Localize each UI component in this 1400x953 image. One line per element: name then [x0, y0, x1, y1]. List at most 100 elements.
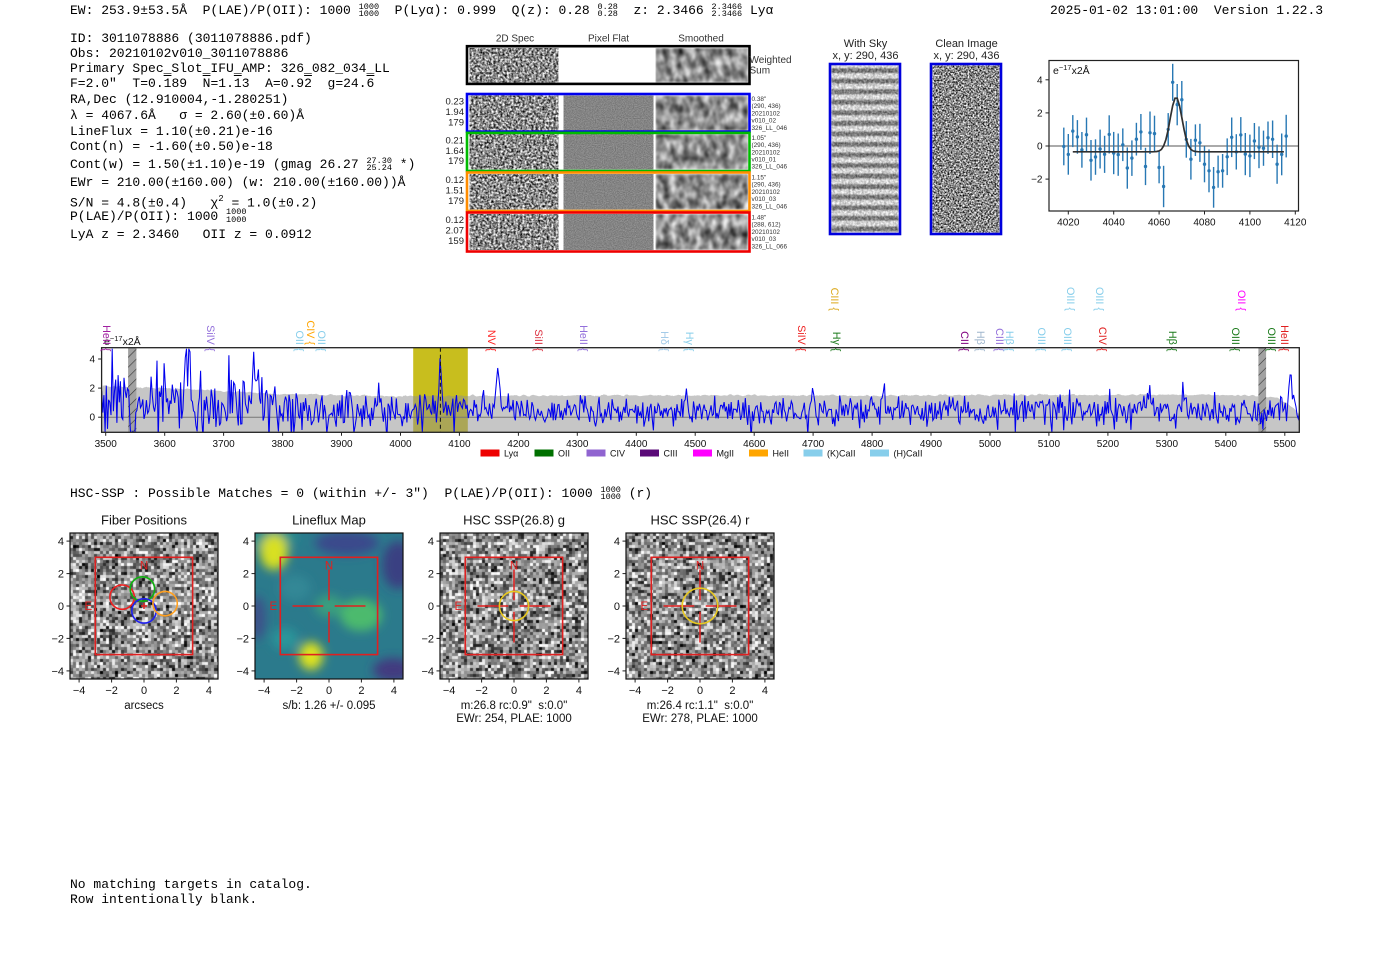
svg-text:2D Spec: 2D Spec: [496, 34, 534, 45]
svg-text:0: 0: [141, 685, 147, 697]
svg-text:N: N: [325, 560, 333, 572]
svg-text:−2: −2: [290, 685, 303, 697]
svg-text:(K)CaII: (K)CaII: [827, 449, 856, 459]
svg-text:4: 4: [762, 685, 768, 697]
svg-text:HeII {: HeII {: [577, 325, 589, 352]
svg-text:Clean Image: Clean Image: [935, 38, 997, 50]
svg-text:−2: −2: [1031, 175, 1043, 186]
svg-text:179: 179: [448, 196, 464, 207]
svg-text:−4: −4: [443, 685, 456, 697]
svg-text:Hβ {: Hβ {: [974, 331, 986, 352]
svg-text:4500: 4500: [684, 439, 707, 450]
svg-text:2: 2: [173, 685, 179, 697]
svg-text:−2: −2: [51, 633, 64, 645]
svg-text:CIII {: CIII {: [993, 328, 1005, 352]
svg-text:4: 4: [1037, 75, 1043, 86]
svg-text:0: 0: [326, 685, 332, 697]
svg-text:4700: 4700: [802, 439, 825, 450]
svg-text:20210102: 20210102: [752, 229, 781, 236]
svg-text:CIV: CIV: [610, 449, 625, 459]
svg-text:Hδ {: Hδ {: [658, 331, 670, 352]
svg-text:2: 2: [58, 569, 64, 581]
svg-text:179: 179: [448, 117, 464, 128]
svg-text:4: 4: [428, 536, 434, 548]
svg-text:2: 2: [614, 569, 620, 581]
svg-text:(290, 436): (290, 436): [752, 182, 781, 189]
svg-text:HeII {: HeII {: [1278, 325, 1290, 352]
svg-text:4800: 4800: [861, 439, 884, 450]
svg-text:v010_03: v010_03: [752, 236, 777, 243]
svg-text:3700: 3700: [212, 439, 235, 450]
svg-text:2.07: 2.07: [446, 225, 465, 236]
svg-text:Fiber Positions: Fiber Positions: [101, 513, 187, 528]
svg-text:4: 4: [576, 685, 582, 697]
svg-text:2: 2: [428, 569, 434, 581]
svg-text:5200: 5200: [1097, 439, 1120, 450]
svg-text:OII {: OII {: [315, 330, 327, 351]
svg-text:0.23: 0.23: [446, 97, 465, 108]
svg-text:N: N: [696, 560, 704, 572]
svg-text:Hγ {: Hγ {: [683, 332, 695, 352]
svg-text:1.05": 1.05": [752, 135, 767, 142]
svg-text:−2: −2: [475, 685, 488, 697]
svg-text:HeII: HeII: [773, 449, 790, 459]
svg-text:−2: −2: [236, 633, 249, 645]
svg-text:E: E: [269, 601, 277, 613]
svg-text:Sum: Sum: [750, 66, 771, 77]
svg-text:Hβ {: Hβ {: [1003, 331, 1015, 352]
svg-text:m:26.4 rc:1.1" s:0.0": m:26.4 rc:1.1" s:0.0": [647, 700, 754, 712]
svg-text:MgII: MgII: [717, 449, 735, 459]
svg-text:v010_02: v010_02: [752, 118, 777, 125]
svg-text:Lyα: Lyα: [504, 449, 518, 459]
svg-text:E: E: [640, 601, 648, 613]
svg-text:1.51: 1.51: [446, 185, 465, 196]
svg-text:4120: 4120: [1284, 218, 1307, 229]
svg-text:3600: 3600: [154, 439, 177, 450]
svg-text:4000: 4000: [389, 439, 412, 450]
svg-text:0.12: 0.12: [446, 175, 465, 186]
svg-text:s/b: 1.26 +/- 0.095: s/b: 1.26 +/- 0.095: [282, 700, 375, 712]
svg-text:EWr: 278, PLAE: 1000: EWr: 278, PLAE: 1000: [642, 713, 758, 725]
svg-text:HSC SSP(26.8) g: HSC SSP(26.8) g: [463, 513, 565, 528]
svg-text:0: 0: [243, 601, 249, 613]
svg-text:(290, 436): (290, 436): [752, 103, 781, 110]
svg-text:−4: −4: [51, 666, 64, 678]
svg-text:E: E: [454, 601, 462, 613]
svg-text:−2: −2: [607, 633, 620, 645]
svg-text:OIII {: OIII {: [1093, 287, 1105, 311]
svg-text:−2: −2: [661, 685, 674, 697]
svg-text:179: 179: [448, 156, 464, 167]
svg-text:0.12: 0.12: [446, 215, 465, 226]
svg-text:0: 0: [511, 685, 517, 697]
svg-text:4080: 4080: [1193, 218, 1216, 229]
svg-text:4100: 4100: [1239, 218, 1262, 229]
svg-text:4: 4: [90, 355, 96, 366]
svg-text:20210102: 20210102: [752, 149, 781, 156]
svg-text:326_LL_046: 326_LL_046: [752, 203, 788, 210]
svg-text:1.48": 1.48": [752, 215, 767, 222]
svg-text:v010_01: v010_01: [752, 157, 777, 164]
svg-text:N: N: [140, 560, 148, 572]
svg-text:OIII {: OIII {: [1229, 327, 1241, 351]
svg-text:5100: 5100: [1038, 439, 1061, 450]
svg-text:Smoothed: Smoothed: [678, 34, 724, 45]
svg-text:4: 4: [391, 685, 397, 697]
svg-text:OII {: OII {: [1235, 290, 1247, 311]
svg-text:OIII {: OIII {: [1061, 327, 1073, 351]
svg-text:3900: 3900: [330, 439, 353, 450]
svg-text:0.21: 0.21: [446, 135, 465, 146]
svg-text:−4: −4: [236, 666, 249, 678]
svg-text:5500: 5500: [1274, 439, 1297, 450]
svg-text:4060: 4060: [1148, 218, 1171, 229]
svg-text:326_LL_046: 326_LL_046: [752, 125, 788, 132]
svg-text:3500: 3500: [95, 439, 118, 450]
svg-text:0: 0: [90, 413, 96, 424]
svg-text:4: 4: [206, 685, 212, 697]
svg-text:e−17x2Å: e−17x2Å: [1053, 63, 1090, 77]
svg-text:(H)CaII: (H)CaII: [894, 449, 923, 459]
svg-text:E: E: [84, 601, 92, 613]
svg-text:OII: OII: [558, 449, 570, 459]
svg-text:OIII {: OIII {: [1064, 287, 1076, 311]
svg-text:Hγ {: Hγ {: [830, 332, 842, 352]
svg-text:arcsecs: arcsecs: [124, 700, 164, 712]
